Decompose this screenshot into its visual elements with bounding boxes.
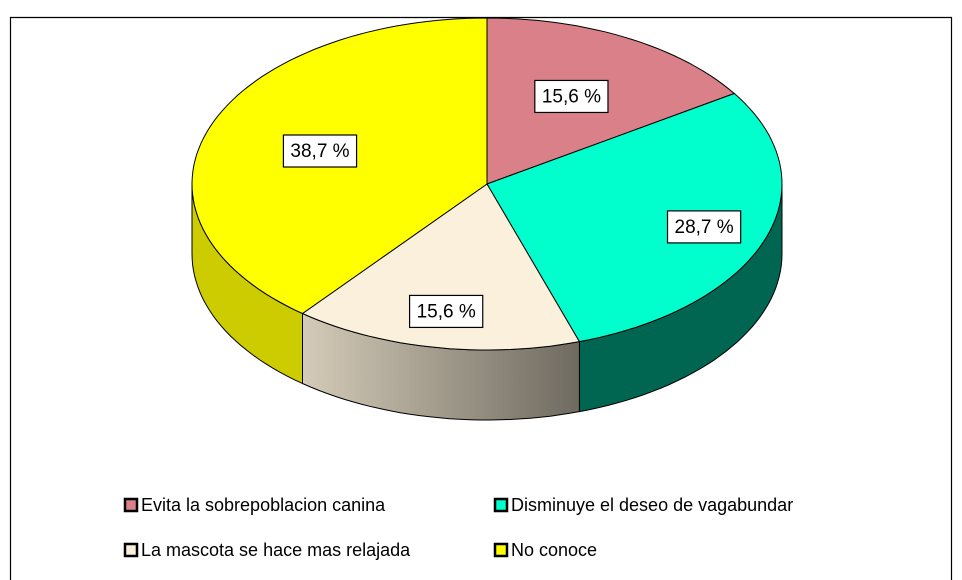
- data-label-text: 38,7 %: [290, 141, 349, 162]
- legend-label: No conoce: [511, 540, 597, 560]
- data-label: 28,7 %: [666, 210, 742, 244]
- data-label-text: 15,6 %: [542, 86, 601, 107]
- legend-label: Disminuye el deseo de vagabundar: [511, 495, 793, 515]
- legend-label: La mascota se hace mas relajada: [141, 540, 411, 560]
- data-label: 15,6 %: [408, 294, 484, 329]
- data-label-box: [282, 134, 358, 168]
- chart-frame: [9, 16, 953, 580]
- legend-swatch: [493, 497, 509, 513]
- legend-label: Evita la sobrepoblacion canina: [141, 495, 386, 515]
- data-label-text: 15,6 %: [417, 301, 476, 322]
- legend-swatch: [123, 497, 139, 513]
- data-label: 38,7 %: [282, 134, 358, 168]
- legend-swatch: [123, 542, 139, 558]
- data-label-box: [408, 294, 484, 329]
- data-label-box: [534, 79, 609, 114]
- legend-item: Evita la sobrepoblacion canina: [123, 495, 386, 515]
- slice: [486, 17, 736, 185]
- legend-item: No conoce: [493, 540, 597, 560]
- legend-swatch: [493, 542, 509, 558]
- legend-item: Disminuye el deseo de vagabundar: [493, 495, 793, 515]
- slice: [486, 92, 783, 343]
- legend-item: La mascota se hace mas relajada: [123, 540, 411, 560]
- data-label-text: 28,7 %: [675, 217, 734, 238]
- data-label: 15,6 %: [534, 79, 609, 114]
- data-label-box: [666, 210, 742, 244]
- slice: [301, 183, 581, 351]
